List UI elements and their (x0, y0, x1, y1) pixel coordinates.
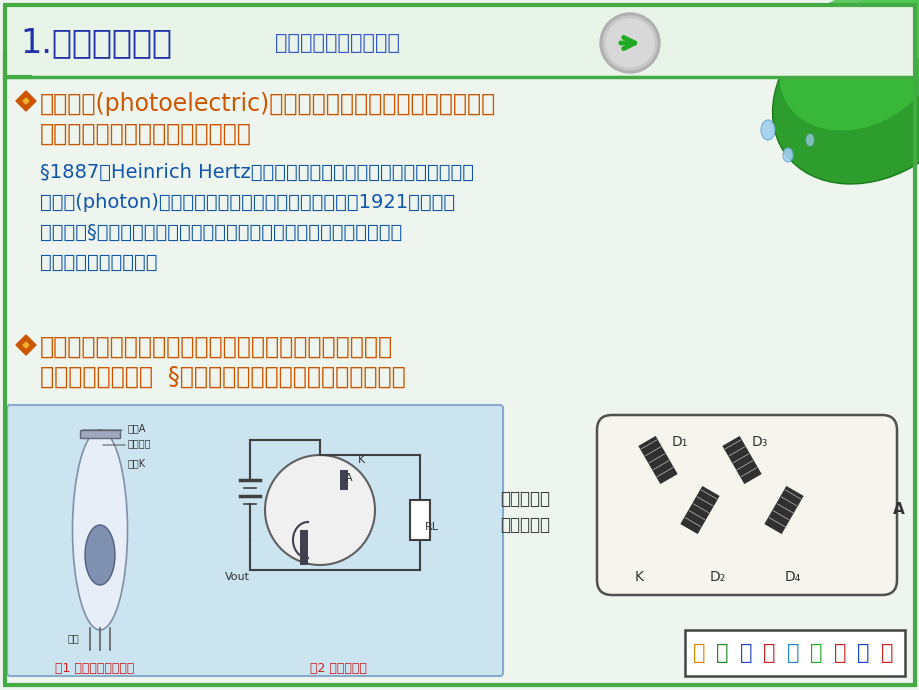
Text: 环: 环 (763, 643, 775, 663)
FancyBboxPatch shape (7, 405, 503, 676)
Text: 光电倍增管
工作原理图: 光电倍增管 工作原理图 (499, 490, 550, 534)
Circle shape (265, 455, 375, 565)
Bar (410, 500, 429, 540)
Text: 学: 学 (857, 643, 869, 663)
Text: D₃: D₃ (751, 435, 767, 449)
Text: 图1 光电管结构示意图: 图1 光电管结构示意图 (55, 662, 134, 675)
Text: RL: RL (425, 522, 438, 532)
Ellipse shape (85, 525, 115, 585)
Text: 图2 光电管电路: 图2 光电管电路 (310, 662, 367, 675)
Text: K: K (357, 455, 365, 465)
Bar (300, 530, 308, 565)
Polygon shape (23, 342, 29, 348)
Circle shape (602, 16, 656, 70)
Text: A: A (892, 502, 903, 518)
Bar (80, 430, 119, 438)
FancyBboxPatch shape (596, 415, 896, 595)
Bar (764, 486, 803, 534)
Text: D₄: D₄ (784, 570, 800, 584)
Text: 1.光电效应简介: 1.光电效应简介 (20, 26, 172, 59)
Text: 科: 科 (810, 643, 823, 663)
Ellipse shape (73, 430, 128, 630)
Bar (679, 486, 719, 534)
Ellipse shape (805, 134, 813, 146)
Text: 化: 化 (692, 643, 705, 663)
Circle shape (606, 19, 653, 67)
Text: 光电效应(photoelectric)：物体吸收了光能后转换为该物体中: 光电效应(photoelectric)：物体吸收了光能后转换为该物体中 (40, 92, 495, 116)
Bar (5, 5, 914, 77)
Text: A: A (345, 473, 352, 483)
Ellipse shape (772, 0, 919, 184)
Text: 电效应和内光电效应。: 电效应和内光电效应。 (40, 253, 157, 272)
Bar (685, 630, 904, 676)
Text: 与: 与 (739, 643, 752, 663)
Polygon shape (23, 98, 29, 104)
Text: 物理奖。§根据电子吸收光子能量后的不同行为，光电效应可分为外光: 物理奖。§根据电子吸收光子能量后的不同行为，光电效应可分为外光 (40, 223, 402, 242)
Text: §1887年Heinrich Hertz在实验中发现了光电效应，爱因斯坦因采用: §1887年Heinrich Hertz在实验中发现了光电效应，爱因斯坦因采用 (40, 163, 473, 182)
Text: 引脚: 引脚 (68, 633, 80, 643)
Text: 学: 学 (716, 643, 728, 663)
Text: 外光电效应：在光线作用下，物体内的电子逸出物体表面: 外光电效应：在光线作用下，物体内的电子逸出物体表面 (40, 335, 392, 359)
Ellipse shape (778, 0, 919, 130)
Text: 光电效应和外光电效应: 光电效应和外光电效应 (275, 33, 400, 53)
Text: D₁: D₁ (671, 435, 687, 449)
Text: K: K (634, 570, 643, 584)
Bar (340, 470, 347, 490)
Ellipse shape (843, 0, 919, 75)
Polygon shape (16, 91, 36, 111)
Ellipse shape (782, 148, 792, 162)
Text: 玻璃外壳: 玻璃外壳 (128, 438, 152, 448)
Text: 学: 学 (834, 643, 845, 663)
Text: 向外发射的现象。  §其主要应用有光电管和光电倍增管。: 向外发射的现象。 §其主要应用有光电管和光电倍增管。 (40, 365, 405, 389)
Text: 光量子(photon)的概念成功的解释了光电效应而获得了1921年诺贝尔: 光量子(photon)的概念成功的解释了光电效应而获得了1921年诺贝尔 (40, 193, 455, 212)
Text: 院: 院 (880, 643, 892, 663)
Ellipse shape (760, 120, 774, 140)
Text: 某些电子的能量而产生的电效应。: 某些电子的能量而产生的电效应。 (40, 122, 252, 146)
Text: D₂: D₂ (709, 570, 725, 584)
Circle shape (599, 13, 659, 73)
Text: 境: 境 (786, 643, 799, 663)
Text: Vout: Vout (225, 572, 250, 582)
Text: 阳极A: 阳极A (128, 423, 146, 433)
Polygon shape (16, 335, 36, 355)
Text: 阴极K: 阴极K (128, 458, 146, 468)
Bar (638, 436, 677, 484)
Bar (721, 436, 761, 484)
